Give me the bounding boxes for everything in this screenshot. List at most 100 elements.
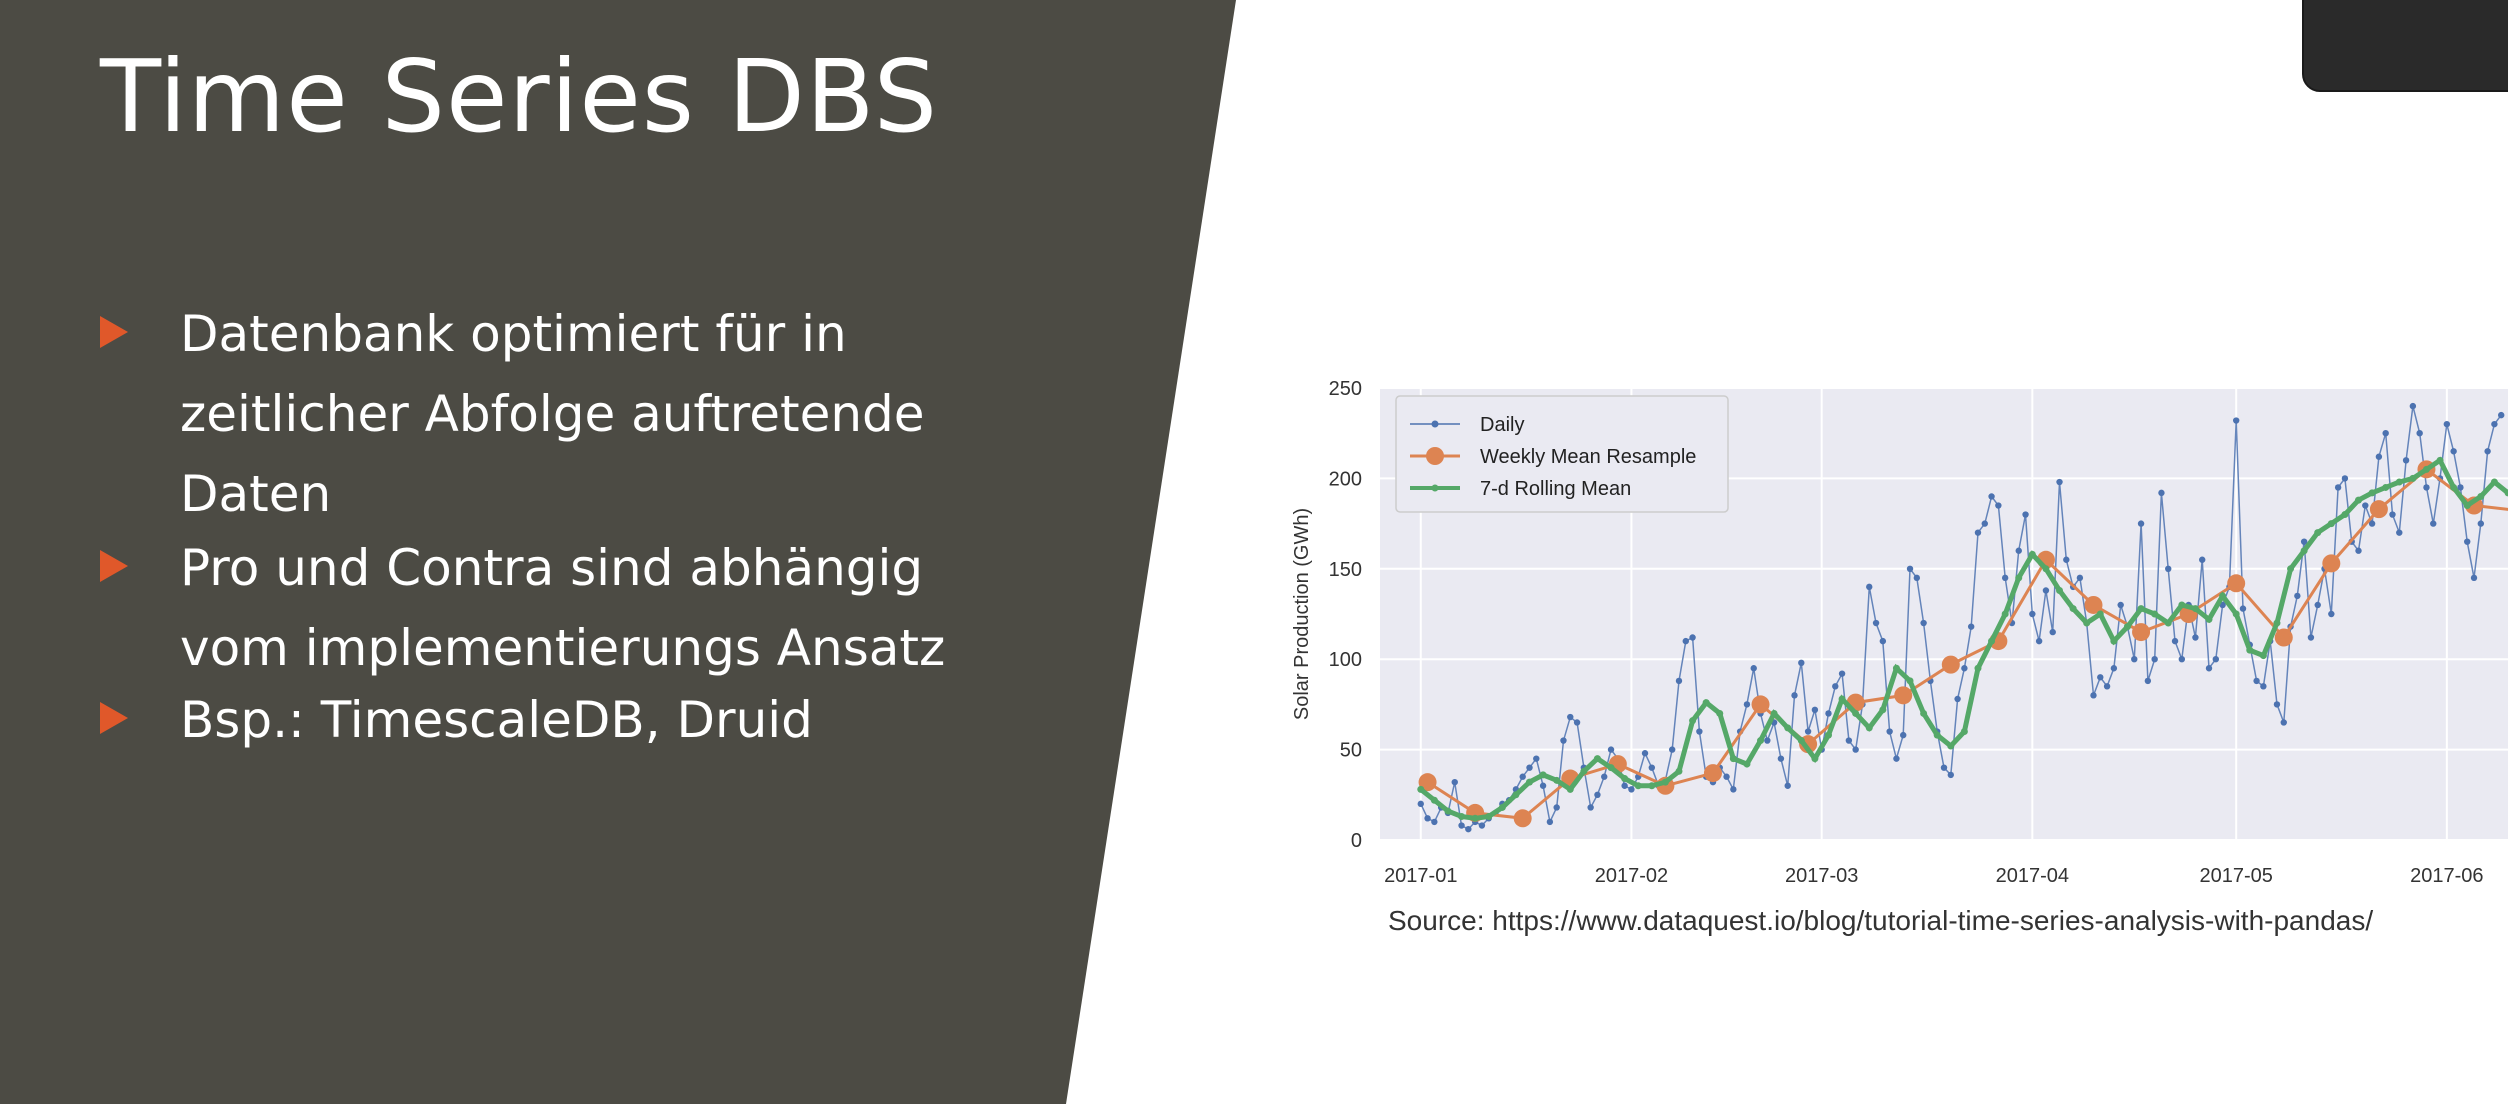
data-point-daily — [2382, 430, 2389, 437]
data-point-rolling — [1743, 760, 1751, 768]
data-point-daily — [1743, 701, 1751, 708]
data-point-rolling — [1852, 709, 1860, 717]
data-point-daily — [1641, 750, 1649, 757]
bullet-item: Datenbank optimiert für in zeitlicher Ab… — [100, 294, 980, 534]
data-point-daily — [1838, 670, 1846, 677]
data-point-rolling — [2490, 478, 2498, 486]
data-point-daily — [1668, 746, 1676, 753]
data-point-daily — [2212, 656, 2220, 663]
data-point-daily — [2076, 574, 2084, 582]
data-point-daily — [1967, 623, 1975, 630]
data-point-daily — [1628, 786, 1635, 793]
data-point-rolling — [1512, 791, 1520, 799]
data-point-rolling — [2028, 550, 2036, 558]
data-point-daily — [2205, 665, 2213, 672]
data-point-rolling — [1702, 699, 1710, 707]
data-point-rolling — [2056, 586, 2064, 594]
data-point-weekly — [1751, 695, 1770, 714]
data-point-rolling — [1988, 637, 1996, 645]
data-point-daily — [2232, 417, 2240, 424]
legend-label: 7-d Rolling Mean — [1480, 478, 1631, 500]
data-point-daily — [1920, 619, 1927, 627]
data-point-daily — [2294, 592, 2301, 600]
data-point-daily — [1696, 728, 1703, 735]
data-point-daily — [2457, 484, 2464, 491]
data-point-daily — [2389, 511, 2396, 518]
data-point-rolling — [1757, 737, 1765, 745]
triangle-bullet-icon — [100, 550, 128, 582]
x-tick-label: 2017-06 — [2410, 865, 2483, 887]
data-point-daily — [1417, 800, 1424, 808]
data-point-rolling — [1444, 807, 1452, 815]
data-point-rolling — [1417, 785, 1425, 793]
data-point-rolling — [2368, 489, 2376, 497]
data-point-daily — [1804, 728, 1812, 735]
data-point-rolling — [2504, 489, 2508, 497]
data-point-daily — [1587, 804, 1594, 811]
data-point-daily — [1526, 764, 1533, 771]
y-axis-label: Solar Production (GWh) — [1291, 508, 1313, 720]
data-point-rolling — [2015, 574, 2023, 582]
data-point-daily — [1954, 695, 1961, 703]
data-point-daily — [2158, 489, 2165, 497]
data-point-daily — [2131, 656, 2138, 663]
chart-legend: Daily Weekly Mean Resample 7-d Rolling Mea… — [1395, 395, 1729, 513]
data-point-daily — [1900, 731, 1907, 739]
data-point-rolling — [1607, 764, 1615, 772]
x-tick-label: 2017-03 — [1785, 865, 1858, 887]
data-point-daily — [1730, 786, 1737, 793]
data-point-daily — [2334, 484, 2342, 491]
data-point-rolling — [1838, 695, 1846, 703]
data-point-daily — [1689, 634, 1696, 641]
data-point-rolling — [2151, 610, 2159, 618]
data-point-daily — [2470, 574, 2478, 582]
data-point-daily — [1594, 791, 1601, 798]
data-point-daily — [1811, 706, 1819, 714]
series-line-daily — [1420, 405, 2502, 831]
data-point-daily — [1465, 825, 1472, 833]
y-tick-label: 0 — [1351, 830, 1362, 852]
data-point-rolling — [1553, 776, 1561, 784]
data-point-daily — [1947, 771, 1954, 779]
data-point-rolling — [2219, 592, 2227, 600]
data-point-rolling — [1770, 709, 1778, 717]
solar-production-chart: 0 50 100 150 200 250 2017-01 2017-02 2017-03 2017… — [1291, 378, 2508, 887]
data-point-rolling — [2096, 610, 2104, 618]
data-point-daily — [2443, 420, 2451, 428]
x-tick-label: 2017-01 — [1384, 865, 1457, 887]
data-point-daily — [2280, 719, 2287, 726]
data-point-rolling — [2069, 605, 2077, 613]
data-point-rolling — [1865, 724, 1873, 732]
data-point-daily — [2300, 538, 2308, 545]
data-point-weekly — [1513, 809, 1532, 828]
data-point-daily — [2307, 634, 2315, 641]
data-point-rolling — [1892, 664, 1900, 672]
data-point-daily — [1988, 493, 1995, 500]
data-point-rolling — [2477, 492, 2485, 500]
y-tick-label: 50 — [1340, 740, 1362, 762]
data-point-daily — [1777, 755, 1785, 762]
data-point-rolling — [2436, 456, 2444, 464]
data-point-daily — [2491, 420, 2498, 428]
bullet-text: Pro und Contra sind abhängig vom impleme… — [180, 539, 946, 677]
data-point-daily — [2273, 701, 2281, 708]
data-point-rolling — [2287, 565, 2295, 573]
data-point-daily — [2355, 547, 2362, 554]
data-point-rolling — [1920, 709, 1928, 717]
data-point-rolling — [2164, 619, 2172, 627]
data-point-daily — [2260, 683, 2267, 690]
data-point-rolling — [1471, 814, 1479, 822]
data-point-rolling — [2450, 483, 2458, 491]
data-point-daily — [2110, 665, 2118, 672]
data-point-daily — [1764, 737, 1771, 744]
data-point-daily — [1791, 692, 1798, 699]
data-point-rolling — [2246, 646, 2254, 654]
data-point-rolling — [2123, 623, 2131, 631]
data-point-rolling — [1811, 755, 1819, 763]
data-point-daily — [2396, 529, 2403, 536]
data-point-daily — [2117, 601, 2124, 609]
triangle-bullet-icon — [100, 316, 128, 348]
data-point-daily — [2178, 656, 2186, 663]
